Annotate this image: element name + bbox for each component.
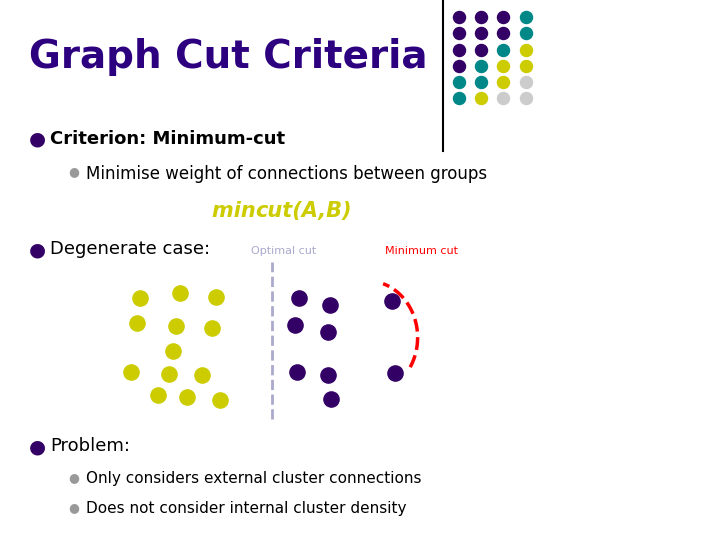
Text: ●: ● xyxy=(29,437,46,456)
Point xyxy=(167,347,179,355)
Point xyxy=(131,319,143,327)
Point xyxy=(153,391,164,400)
Point xyxy=(196,371,207,380)
Point xyxy=(475,29,487,38)
Point xyxy=(207,323,218,332)
Point xyxy=(475,62,487,70)
Point xyxy=(291,367,302,376)
Point xyxy=(475,94,487,103)
Text: Graph Cut Criteria: Graph Cut Criteria xyxy=(29,38,427,76)
Point xyxy=(498,78,509,86)
Point xyxy=(174,288,186,297)
Point xyxy=(293,294,305,302)
Text: cut(A,B): cut(A,B) xyxy=(256,201,352,221)
Point xyxy=(520,13,531,22)
Point xyxy=(387,297,398,306)
Text: ●: ● xyxy=(68,471,79,484)
Point xyxy=(135,294,146,302)
Point xyxy=(453,13,464,22)
Point xyxy=(453,94,464,103)
Point xyxy=(324,300,336,309)
Point xyxy=(453,78,464,86)
Point xyxy=(498,45,509,54)
Text: Only considers external cluster connections: Only considers external cluster connecti… xyxy=(86,471,422,486)
Point xyxy=(210,293,222,301)
Point xyxy=(520,78,531,86)
Point xyxy=(498,62,509,70)
Text: ●: ● xyxy=(29,240,46,259)
Text: Degenerate case:: Degenerate case: xyxy=(50,240,210,258)
Point xyxy=(475,13,487,22)
Point xyxy=(453,29,464,38)
Text: Minimum cut: Minimum cut xyxy=(385,246,458,256)
Point xyxy=(289,321,301,329)
Point xyxy=(498,13,509,22)
Text: Criterion: Minimum-cut: Criterion: Minimum-cut xyxy=(50,130,286,147)
Point xyxy=(171,321,182,330)
Text: Problem:: Problem: xyxy=(50,437,130,455)
Point xyxy=(125,367,137,376)
Point xyxy=(389,368,400,377)
Point xyxy=(520,94,531,103)
Point xyxy=(498,94,509,103)
Point xyxy=(520,29,531,38)
Point xyxy=(322,370,333,379)
Point xyxy=(498,29,509,38)
Point xyxy=(453,62,464,70)
Point xyxy=(214,395,225,404)
Text: Optimal cut: Optimal cut xyxy=(251,246,316,256)
Point xyxy=(325,394,337,403)
Point xyxy=(520,62,531,70)
Text: Minimise weight of connections between groups: Minimise weight of connections between g… xyxy=(86,165,487,183)
Text: ●: ● xyxy=(29,130,46,148)
Point xyxy=(181,393,193,402)
Text: ●: ● xyxy=(68,165,79,178)
Point xyxy=(453,45,464,54)
Point xyxy=(322,327,333,336)
Point xyxy=(163,369,175,378)
Text: ●: ● xyxy=(68,501,79,514)
Point xyxy=(475,45,487,54)
Point xyxy=(520,45,531,54)
Point xyxy=(475,78,487,86)
Text: min: min xyxy=(212,201,264,221)
Text: Does not consider internal cluster density: Does not consider internal cluster densi… xyxy=(86,501,407,516)
